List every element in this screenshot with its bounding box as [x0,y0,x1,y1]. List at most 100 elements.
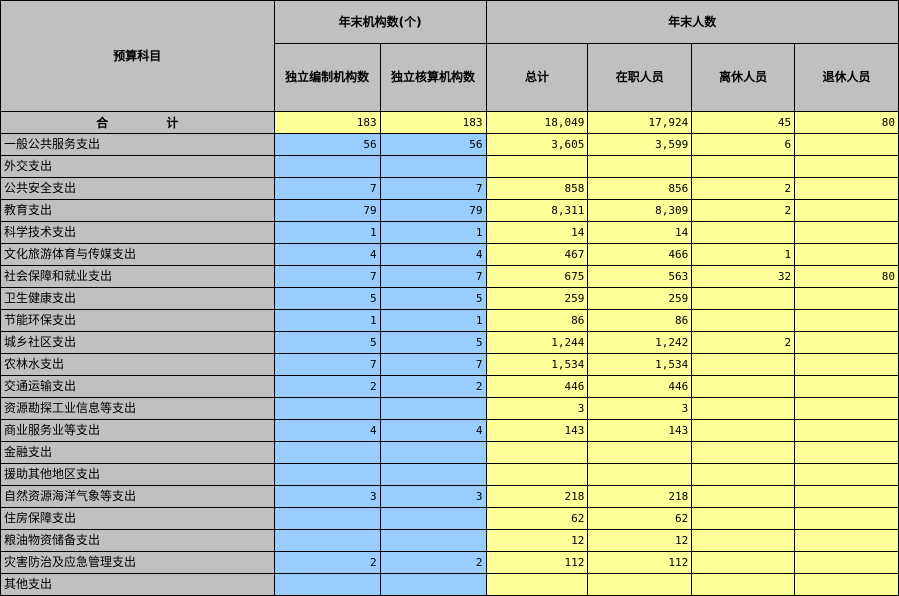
institution-count-cell: 7 [273,265,381,288]
header-group-people: 年末人数 [485,0,899,45]
headcount-cell: 32 [691,265,796,288]
headcount-cell: 2 [691,177,796,200]
row-label: 其他支出 [0,573,275,596]
header-total: 总计 [485,43,589,112]
headcount-cell: 856 [587,177,693,200]
headcount-cell [691,353,796,376]
headcount-cell [691,507,796,530]
headcount-cell [794,221,899,244]
total-cell: 183 [273,111,381,134]
headcount-cell [794,287,899,310]
table-row: 公共安全支出 7 7 858 856 2 [0,177,899,200]
institution-count-cell: 56 [273,133,381,156]
headcount-cell: 12 [587,529,693,552]
institution-count-cell: 3 [273,485,381,508]
headcount-cell: 2 [691,331,796,354]
institution-count-cell: 5 [379,331,487,354]
headcount-cell [794,309,899,332]
headcount-cell [794,507,899,530]
headcount-cell [794,573,899,596]
total-label: 合计 [0,111,275,134]
row-label: 城乡社区支出 [0,331,275,354]
headcount-cell [691,529,796,552]
headcount-cell: 8,309 [587,199,693,222]
row-label: 金融支出 [0,441,275,464]
headcount-cell [587,463,693,486]
institution-count-cell: 79 [379,199,487,222]
table-row: 自然资源海洋气象等支出 3 3 218 218 [0,485,899,508]
institution-count-cell [273,155,381,178]
total-cell: 80 [794,111,899,134]
row-label: 社会保障和就业支出 [0,265,275,288]
row-label: 自然资源海洋气象等支出 [0,485,275,508]
headcount-cell: 62 [485,507,589,530]
table-row: 其他支出 [0,573,899,596]
institution-count-cell [379,573,487,596]
row-label: 商业服务业等支出 [0,419,275,442]
headcount-cell [794,133,899,156]
headcount-cell [794,485,899,508]
headcount-cell [691,397,796,420]
institution-count-cell: 4 [379,243,487,266]
headcount-cell: 563 [587,265,693,288]
headcount-cell [691,221,796,244]
table-row: 灾害防治及应急管理支出 2 2 112 112 [0,551,899,574]
institution-count-cell [379,441,487,464]
header-active: 在职人员 [587,43,693,112]
institution-count-cell [379,155,487,178]
headcount-cell [794,177,899,200]
institution-count-cell: 5 [273,287,381,310]
headcount-cell: 112 [587,551,693,574]
institution-count-cell [273,507,381,530]
headcount-cell [691,287,796,310]
total-cell: 45 [691,111,796,134]
header-independent-accounting: 独立核算机构数 [379,43,487,112]
header-independent-staffing: 独立编制机构数 [273,43,381,112]
headcount-cell [485,155,589,178]
headcount-cell: 466 [587,243,693,266]
row-label: 节能环保支出 [0,309,275,332]
headcount-cell [794,331,899,354]
row-label: 农林水支出 [0,353,275,376]
institution-count-cell [379,507,487,530]
headcount-cell [587,573,693,596]
headcount-cell: 62 [587,507,693,530]
table-row: 节能环保支出 1 1 86 86 [0,309,899,332]
headcount-cell [794,529,899,552]
institution-count-cell: 1 [379,221,487,244]
headcount-cell: 1,534 [485,353,589,376]
headcount-cell: 3,599 [587,133,693,156]
table-row: 金融支出 [0,441,899,464]
headcount-cell: 446 [485,375,589,398]
headcount-cell [691,573,796,596]
institution-count-cell: 7 [273,353,381,376]
table-row: 卫生健康支出 5 5 259 259 [0,287,899,310]
headcount-cell: 3,605 [485,133,589,156]
header-subject: 预算科目 [0,0,275,112]
row-label: 教育支出 [0,199,275,222]
headcount-cell: 143 [485,419,589,442]
institution-count-cell: 5 [379,287,487,310]
headcount-cell: 218 [587,485,693,508]
headcount-cell [794,551,899,574]
headcount-cell: 1,242 [587,331,693,354]
row-label: 文化旅游体育与传媒支出 [0,243,275,266]
row-label: 援助其他地区支出 [0,463,275,486]
headcount-cell [691,419,796,442]
institution-count-cell: 7 [379,265,487,288]
institution-count-cell: 2 [273,375,381,398]
headcount-cell [794,199,899,222]
headcount-cell: 218 [485,485,589,508]
table-row: 科学技术支出 1 1 14 14 [0,221,899,244]
institution-count-cell: 2 [273,551,381,574]
row-label: 公共安全支出 [0,177,275,200]
headcount-cell: 3 [587,397,693,420]
headcount-cell: 14 [485,221,589,244]
headcount-cell [691,463,796,486]
row-label: 灾害防治及应急管理支出 [0,551,275,574]
table-row: 商业服务业等支出 4 4 143 143 [0,419,899,442]
headcount-cell [587,155,693,178]
row-label: 资源勘探工业信息等支出 [0,397,275,420]
headcount-cell: 86 [587,309,693,332]
